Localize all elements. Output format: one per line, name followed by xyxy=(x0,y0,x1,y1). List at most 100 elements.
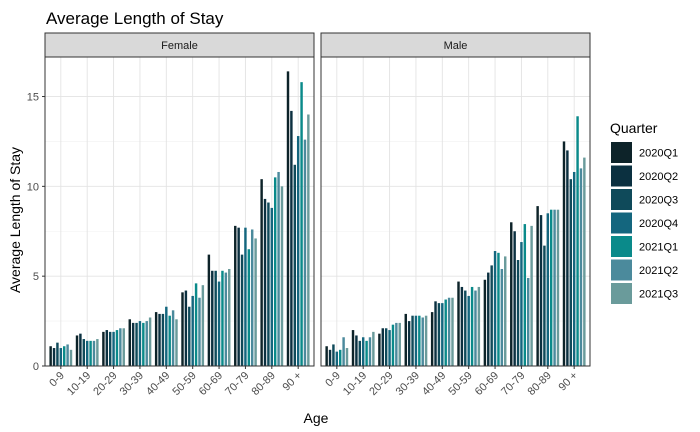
bar-female-6-2020Q2 xyxy=(211,270,214,366)
bar-male-9-2021Q1 xyxy=(576,116,579,366)
legend-key-2021Q3 xyxy=(611,283,632,304)
x-tick-label: 50-59 xyxy=(170,370,198,398)
bar-male-1-2020Q2 xyxy=(355,335,358,366)
bar-female-8-2021Q1 xyxy=(273,177,277,366)
bar-male-0-2020Q1 xyxy=(325,346,328,366)
bar-female-4-2020Q4 xyxy=(165,306,168,366)
x-tick-label: 30-39 xyxy=(394,370,422,398)
x-tick-label: 0-9 xyxy=(47,370,67,390)
legend-label-2020Q3: 2020Q3 xyxy=(639,195,678,207)
bar-male-1-2021Q3 xyxy=(372,331,375,366)
bar-female-7-2020Q4 xyxy=(244,227,247,366)
bar-male-9-2020Q3 xyxy=(569,179,573,366)
bar-female-5-2021Q3 xyxy=(201,285,205,366)
legend-label-2020Q2: 2020Q2 xyxy=(639,171,678,183)
bar-male-1-2021Q1 xyxy=(365,340,368,366)
bar-male-5-2021Q3 xyxy=(477,286,481,366)
bar-female-7-2021Q2 xyxy=(250,229,254,366)
legend-key-2020Q2 xyxy=(611,165,632,187)
bar-male-0-2020Q4 xyxy=(335,351,339,366)
legend: Quarter 2020Q1 2020Q2 2020Q3 2020Q4 2021Q1 20… xyxy=(610,120,678,304)
bar-female-9-2020Q1 xyxy=(286,71,290,367)
legend-key-2021Q1 xyxy=(611,236,632,257)
bar-female-1-2021Q3 xyxy=(96,339,99,366)
x-tick-label: 70-79 xyxy=(499,370,527,398)
bar-male-3-2020Q1 xyxy=(404,313,407,366)
bar-male-4-2020Q2 xyxy=(434,301,437,366)
facet-strip xyxy=(44,32,315,58)
bar-female-3-2020Q3 xyxy=(135,322,138,366)
bar-male-6-2021Q1 xyxy=(497,252,500,366)
bar-male-5-2021Q2 xyxy=(474,290,477,366)
chart-title: Average Length of Stay xyxy=(46,9,224,28)
bar-female-2-2020Q1 xyxy=(102,331,105,366)
bar-female-0-2021Q2 xyxy=(66,344,69,366)
bar-female-0-2020Q3 xyxy=(56,342,59,366)
legend-key-2020Q4 xyxy=(611,212,632,234)
bar-male-0-2021Q1 xyxy=(338,349,342,366)
bar-female-1-2020Q4 xyxy=(85,340,89,366)
bar-male-3-2021Q2 xyxy=(421,317,424,366)
bar-female-4-2020Q1 xyxy=(154,312,158,366)
bar-female-9-2021Q1 xyxy=(300,82,303,367)
bar-male-2-2020Q1 xyxy=(378,333,381,366)
bar-male-9-2020Q1 xyxy=(562,141,566,366)
bar-female-9-2021Q3 xyxy=(307,114,310,367)
bar-male-6-2020Q1 xyxy=(483,279,487,366)
bar-female-6-2020Q1 xyxy=(207,254,211,366)
bar-male-3-2021Q1 xyxy=(418,315,421,366)
legend-label-2020Q1: 2020Q1 xyxy=(639,148,678,160)
legend-label-2021Q2: 2021Q2 xyxy=(639,265,678,277)
bar-female-1-2020Q3 xyxy=(82,339,86,366)
bar-male-7-2021Q2 xyxy=(526,277,530,366)
bar-female-5-2021Q2 xyxy=(198,297,201,366)
y-tick-label: 0 xyxy=(33,361,39,373)
bar-female-7-2020Q3 xyxy=(240,254,244,366)
bar-female-4-2021Q3 xyxy=(175,319,178,366)
bar-male-2-2021Q1 xyxy=(391,324,395,366)
bar-male-3-2021Q3 xyxy=(424,315,428,366)
bar-male-0-2021Q2 xyxy=(342,337,345,366)
bar-male-3-2020Q4 xyxy=(414,315,418,366)
bar-female-3-2020Q4 xyxy=(138,321,142,366)
bar-female-1-2021Q2 xyxy=(92,340,96,366)
facet-male: Male xyxy=(320,32,591,367)
bar-male-7-2021Q3 xyxy=(530,225,533,366)
legend-label-2021Q1: 2021Q1 xyxy=(639,242,678,254)
bar-female-8-2020Q4 xyxy=(270,207,274,366)
bar-female-6-2020Q4 xyxy=(217,281,221,366)
bar-female-1-2021Q1 xyxy=(89,340,92,366)
bar-female-6-2021Q3 xyxy=(228,268,231,366)
bar-male-8-2020Q2 xyxy=(539,215,543,366)
bar-male-6-2020Q4 xyxy=(493,251,497,366)
facet-strip-label: Male xyxy=(444,40,468,52)
bar-male-4-2020Q3 xyxy=(437,303,441,366)
bar-male-7-2021Q1 xyxy=(523,224,527,366)
bar-female-8-2021Q2 xyxy=(277,171,280,366)
bar-female-2-2021Q2 xyxy=(119,328,122,366)
bar-female-3-2020Q1 xyxy=(128,319,131,366)
legend-key-2021Q2 xyxy=(611,259,632,281)
bar-male-2-2020Q4 xyxy=(388,330,391,366)
x-tick-label: 90 + xyxy=(556,370,580,394)
bar-male-4-2021Q1 xyxy=(444,299,447,366)
facet-strip-label: Female xyxy=(161,40,198,52)
bar-male-5-2020Q1 xyxy=(457,281,460,366)
bar-male-5-2020Q4 xyxy=(467,295,470,366)
legend-label-2021Q3: 2021Q3 xyxy=(639,289,678,301)
bar-male-5-2020Q2 xyxy=(460,286,464,366)
bar-female-0-2020Q1 xyxy=(49,346,52,366)
bar-male-2-2021Q2 xyxy=(395,322,398,366)
bar-male-6-2020Q2 xyxy=(487,272,490,366)
x-tick-label: 20-29 xyxy=(367,370,395,398)
bar-male-9-2021Q3 xyxy=(583,157,586,366)
bar-male-0-2020Q3 xyxy=(332,344,335,366)
bar-female-4-2021Q1 xyxy=(168,315,171,366)
bar-male-1-2020Q4 xyxy=(361,337,365,366)
bar-female-5-2020Q1 xyxy=(181,292,184,366)
y-tick-label: 15 xyxy=(27,92,39,104)
bar-male-7-2020Q3 xyxy=(516,260,520,366)
x-tick-label: 40-49 xyxy=(420,370,448,398)
bar-female-2-2020Q4 xyxy=(112,331,115,366)
